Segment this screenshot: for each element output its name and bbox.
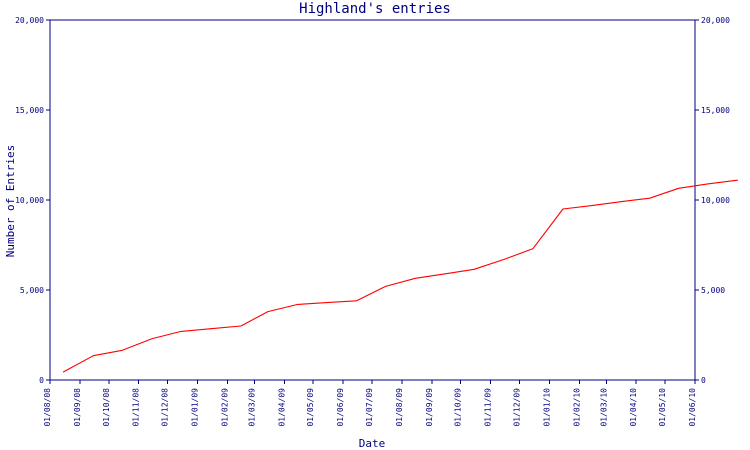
data-point-18 <box>561 207 565 211</box>
data-point-2 <box>92 354 96 358</box>
data-point-22 <box>677 187 681 191</box>
data-point-19 <box>591 204 595 208</box>
x-tick-label: 01/06/10 <box>688 388 697 427</box>
axes <box>49 19 696 381</box>
x-tick-label: 01/04/10 <box>629 388 638 427</box>
data-point-17 <box>531 247 535 251</box>
x-tick-label: 01/01/10 <box>542 388 551 427</box>
data-point-12 <box>384 285 388 289</box>
chart-title: Highland's entries <box>299 1 451 17</box>
data-point-24 <box>736 178 740 182</box>
plot-frame <box>49 19 696 381</box>
x-tick-label: 01/10/09 <box>454 388 463 427</box>
data-point-11 <box>355 299 359 303</box>
y-tick-label-left: 10,000 <box>15 196 44 205</box>
data-point-16 <box>502 258 506 262</box>
y-tick-label-right: 15,000 <box>701 106 730 115</box>
data-point-5 <box>179 330 183 334</box>
y-tick-label-left: 15,000 <box>15 106 44 115</box>
x-tick-label: 01/09/09 <box>425 388 434 427</box>
x-tick-label: 01/02/10 <box>572 388 581 427</box>
data-point-21 <box>648 196 652 200</box>
x-tick-label: 01/06/09 <box>336 388 345 427</box>
data-point-14 <box>443 272 447 276</box>
y-tick-label-left: 20,000 <box>15 16 44 25</box>
y-axis-label: Number of Entries <box>4 145 17 258</box>
data-point-1 <box>62 370 66 374</box>
data-point-7 <box>239 324 243 328</box>
data-point-10 <box>325 301 329 305</box>
x-tick-label: 01/04/09 <box>277 388 286 427</box>
x-axis-label: Date <box>359 437 386 450</box>
x-tick-label: 01/10/08 <box>102 388 111 427</box>
data-point-6 <box>209 327 213 331</box>
data-point-4 <box>150 337 154 341</box>
x-axis-ticks: 01/08/08 01/09/08 01/10/08 01/11/08 01/12/08… <box>43 380 697 427</box>
y-tick-label-right: 20,000 <box>701 16 730 25</box>
data-point-15 <box>472 268 476 272</box>
y-tick-label-right: 0 <box>701 376 706 385</box>
data-point-3 <box>121 349 125 353</box>
x-tick-label: 01/02/09 <box>220 388 229 427</box>
x-tick-label: 01/08/08 <box>43 388 52 427</box>
x-tick-label: 01/11/09 <box>484 388 493 427</box>
x-tick-label: 01/03/09 <box>247 388 256 427</box>
y-tick-label-right: 5,000 <box>701 286 725 295</box>
y-tick-label-right: 10,000 <box>701 196 730 205</box>
data-point-20 <box>618 200 622 204</box>
y-tick-label-left: 5,000 <box>20 286 44 295</box>
x-tick-label: 01/05/10 <box>658 388 667 427</box>
x-tick-label: 01/12/09 <box>513 388 522 427</box>
x-tick-label: 01/12/08 <box>161 388 170 427</box>
data-point-23 <box>707 182 711 186</box>
x-tick-label: 01/08/09 <box>395 388 404 427</box>
data-point-8 <box>266 310 270 314</box>
x-tick-label: 01/09/08 <box>73 388 82 427</box>
data-point-13 <box>414 277 418 281</box>
x-tick-label: 01/05/09 <box>306 388 315 427</box>
series-1 <box>62 178 740 374</box>
y-tick-label-left: 0 <box>39 376 44 385</box>
x-tick-label: 01/11/08 <box>132 388 141 427</box>
series-line <box>62 179 738 373</box>
x-tick-label: 01/07/09 <box>365 388 374 427</box>
y-axis-ticks: 0 0 5,000 5,000 10,000 10,000 15,000 15,000 20,0… <box>15 16 730 385</box>
x-tick-label: 01/03/10 <box>599 388 608 427</box>
data-point-9 <box>296 303 300 307</box>
x-tick-label: 01/01/09 <box>191 388 200 427</box>
